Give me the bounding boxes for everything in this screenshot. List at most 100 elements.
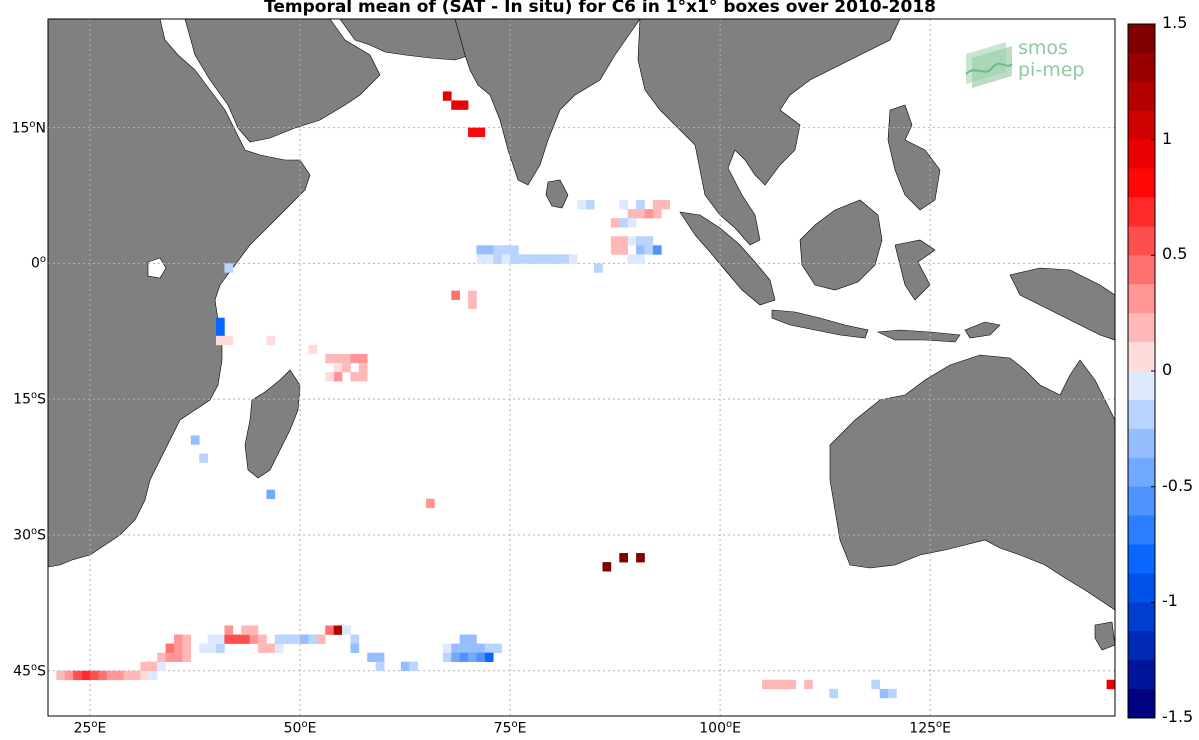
- data-cell: [182, 634, 192, 644]
- data-cell: [358, 362, 368, 373]
- colorbar-tick-label: -1: [1162, 591, 1178, 611]
- data-cell: [476, 245, 486, 255]
- data-cell: [619, 245, 629, 255]
- data-cell: [342, 625, 351, 635]
- data-cell: [98, 670, 108, 681]
- data-cell: [888, 688, 897, 699]
- data-cell: [199, 643, 208, 653]
- data-cell: [510, 245, 519, 255]
- longitude-label: 125oE: [909, 719, 952, 737]
- longitude-label: 50oE: [283, 719, 317, 737]
- seasia-landmass: [637, 19, 901, 246]
- data-cell: [375, 661, 385, 672]
- data-cell: [653, 725, 662, 734]
- data-cell: [602, 562, 612, 572]
- data-cell: [829, 688, 839, 699]
- colorbar-segment: [1128, 428, 1155, 459]
- srilanka-landmass: [545, 179, 569, 209]
- data-cell: [224, 634, 234, 644]
- data-cell: [627, 254, 637, 264]
- colorbar-segment: [1128, 52, 1155, 83]
- data-cell: [224, 335, 234, 346]
- tasmania-landmass: [1094, 621, 1115, 651]
- logo-icon: [965, 42, 1013, 88]
- data-cell: [266, 489, 276, 500]
- data-cell: [274, 634, 284, 644]
- data-cell: [442, 643, 452, 653]
- arabia-landmass: [184, 19, 381, 143]
- philippines-landmass: [887, 104, 941, 211]
- india-landmass: [454, 19, 641, 186]
- longitude-label: 100oE: [699, 719, 741, 737]
- data-cell: [661, 200, 671, 210]
- data-cell: [636, 236, 645, 246]
- data-cell: [325, 625, 334, 635]
- data-cell: [459, 634, 469, 644]
- newguinea-landmass: [1009, 267, 1115, 341]
- latitude-label: 15oS: [13, 390, 46, 408]
- data-cell: [300, 634, 309, 644]
- data-cell: [132, 670, 141, 681]
- data-cell: [585, 200, 595, 210]
- colorbar-segment: [1128, 689, 1155, 719]
- data-cell: [350, 353, 360, 364]
- data-cell: [81, 670, 91, 681]
- data-cell: [459, 100, 469, 110]
- data-cell: [199, 453, 208, 463]
- data-cell: [560, 254, 570, 264]
- data-cell: [333, 353, 343, 364]
- data-cell: [636, 200, 645, 210]
- data-cell: [174, 643, 183, 653]
- data-cell: [459, 652, 469, 662]
- data-cell: [350, 634, 360, 644]
- data-cell: [308, 344, 318, 355]
- colorbar-segment: [1128, 371, 1155, 401]
- data-cell: [535, 254, 544, 264]
- data-cell: [174, 652, 183, 662]
- longitude-label: 25oE: [73, 719, 107, 737]
- data-cell: [627, 218, 637, 228]
- colorbar-segment: [1128, 515, 1155, 545]
- data-cell: [762, 679, 771, 690]
- colorbar-segment: [1128, 342, 1155, 372]
- data-cell: [636, 553, 645, 563]
- data-cell: [468, 299, 477, 309]
- timor-landmass: [964, 321, 1001, 339]
- data-cell: [140, 670, 150, 681]
- data-cell: [258, 643, 267, 653]
- data-cell: [619, 553, 629, 563]
- data-cell: [333, 372, 343, 382]
- data-cell: [636, 209, 645, 219]
- data-cell: [207, 634, 217, 644]
- data-cell: [468, 127, 477, 137]
- data-cell: [619, 200, 629, 210]
- data-cell: [568, 254, 578, 264]
- data-cell: [216, 317, 225, 328]
- data-cell: [594, 263, 603, 273]
- data-cell: [484, 643, 494, 653]
- colorbar-tick-label: 1.5: [1162, 13, 1188, 32]
- data-cell: [283, 634, 292, 644]
- colorbar-segment: [1128, 226, 1155, 256]
- colorbar-tick-label: -0.5: [1162, 475, 1194, 495]
- data-cell: [476, 127, 486, 137]
- latitude-label: 30oS: [13, 525, 46, 544]
- data-cell: [249, 634, 259, 644]
- colorbar-tick-label: 0: [1162, 360, 1173, 379]
- data-cell: [451, 652, 460, 662]
- data-cell: [518, 254, 528, 264]
- sunda-islands: [876, 329, 961, 343]
- lake-victoria: [147, 257, 167, 279]
- data-cell: [1106, 679, 1115, 690]
- colorbar-segment: [1128, 660, 1155, 690]
- data-cell: [174, 634, 183, 644]
- colorbar-tick-label: 1: [1162, 128, 1173, 148]
- data-cell: [224, 625, 234, 635]
- colorbar-segment: [1128, 602, 1155, 632]
- latitude-label: 0o: [30, 254, 46, 273]
- logo-line2: pi-mep: [1018, 59, 1085, 81]
- smos-pimep-logo: smos pi-mep: [962, 34, 1102, 90]
- data-cell: [333, 625, 343, 635]
- data-cell: [316, 634, 326, 644]
- data-cell: [90, 670, 99, 681]
